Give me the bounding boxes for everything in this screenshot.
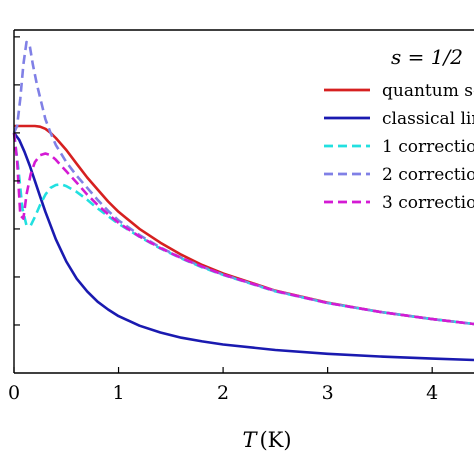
legend: s = 1/2 quantum so classical lin 1 correcti… xyxy=(324,45,474,213)
series-layer xyxy=(12,40,474,362)
series-line-2 xyxy=(12,132,474,362)
x-tick-label-2: 2 xyxy=(217,382,229,404)
x-tick-label-1: 1 xyxy=(112,382,124,404)
x-tick-label-3: 3 xyxy=(322,382,334,404)
legend-label-1: quantum so xyxy=(382,81,474,101)
x-axis-variable: T xyxy=(242,428,258,452)
x-tick-label-4: 4 xyxy=(426,382,438,404)
axes-layer: 0 1 2 3 4 xyxy=(8,29,474,404)
series-line-4 xyxy=(12,40,474,326)
legend-label-3: 1 correction xyxy=(382,137,474,157)
series-line-3 xyxy=(12,132,474,326)
series-line-5 xyxy=(12,132,474,326)
x-tick-label-0: 0 xyxy=(8,382,20,404)
x-axis-unit: (K) xyxy=(259,428,291,452)
legend-label-4: 2 correction xyxy=(382,165,474,185)
legend-title: s = 1/2 xyxy=(391,45,463,69)
x-axis-label: T (K) xyxy=(242,428,291,452)
legend-label-2: classical lin xyxy=(382,109,474,129)
legend-label-5: 3 correction xyxy=(382,193,474,213)
